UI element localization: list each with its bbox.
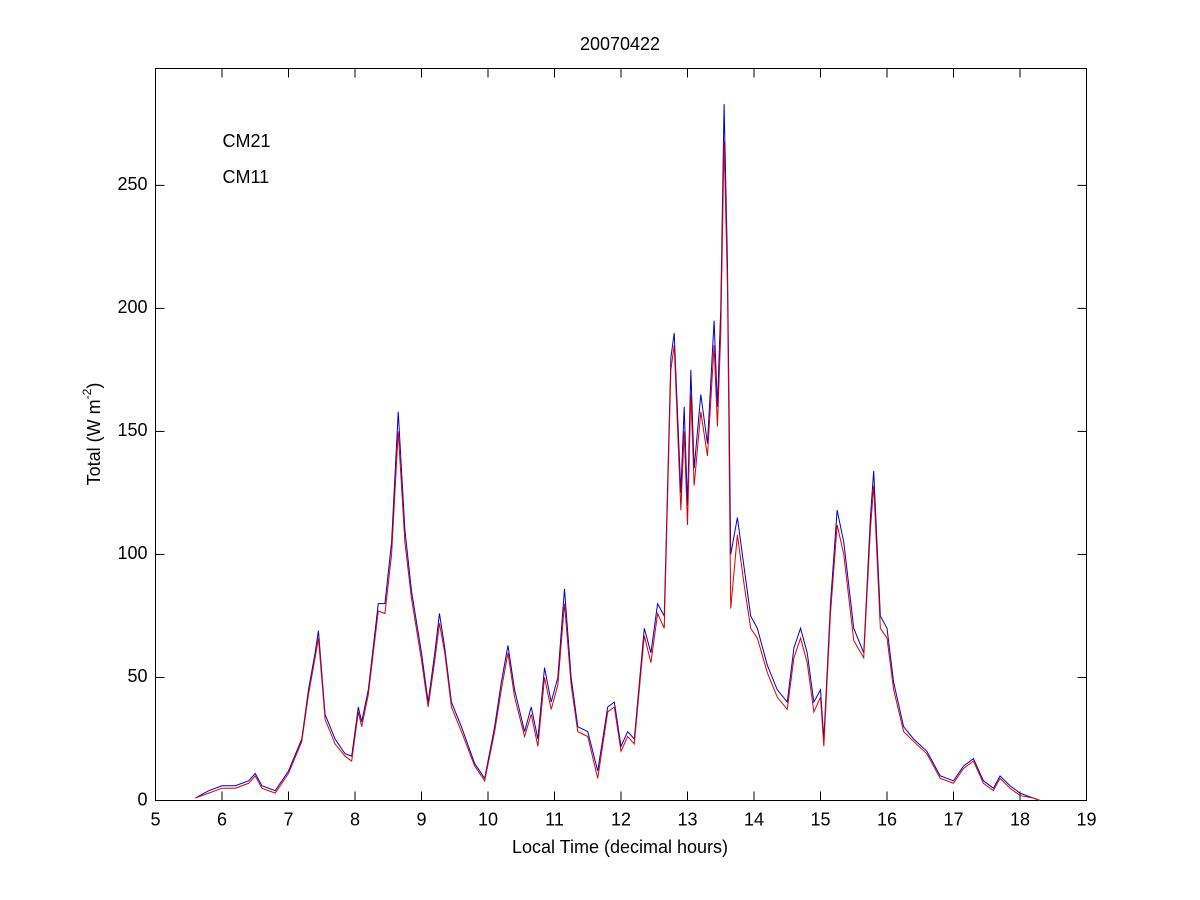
y-label-suffix: ) <box>84 383 104 389</box>
x-tick-label: 12 <box>611 809 631 829</box>
x-tick-label: 5 <box>150 809 160 829</box>
y-tick-label: 150 <box>117 420 147 440</box>
x-tick-label: 19 <box>1076 809 1096 829</box>
data-line <box>195 141 1041 801</box>
legend-label: CM21 <box>223 131 271 151</box>
x-axis-label: Local Time (decimal hours) <box>512 837 728 857</box>
x-tick-label: 13 <box>677 809 697 829</box>
x-tick-label: 7 <box>283 809 293 829</box>
x-tick-label: 9 <box>416 809 426 829</box>
y-label-text: Total (W m <box>84 399 104 485</box>
data-line <box>195 104 1041 801</box>
y-tick-label: 200 <box>117 297 147 317</box>
y-axis-label: Total (W m-2) <box>80 383 104 486</box>
y-tick-label: 0 <box>137 789 147 809</box>
x-tick-label: 16 <box>877 809 897 829</box>
x-tick-label: 17 <box>943 809 963 829</box>
x-tick-label: 18 <box>1010 809 1030 829</box>
x-tick-label: 15 <box>810 809 830 829</box>
y-label-superscript: -2 <box>80 388 94 399</box>
x-tick-label: 6 <box>217 809 227 829</box>
y-tick-label: 250 <box>117 174 147 194</box>
y-tick-label: 100 <box>117 543 147 563</box>
x-tick-label: 10 <box>478 809 498 829</box>
x-tick-label: 14 <box>744 809 764 829</box>
legend-label: CM11 <box>223 167 270 187</box>
y-tick-label: 50 <box>127 666 147 686</box>
x-tick-label: 11 <box>545 809 564 829</box>
chart-title: 20070422 <box>580 34 660 54</box>
x-tick-label: 8 <box>350 809 360 829</box>
